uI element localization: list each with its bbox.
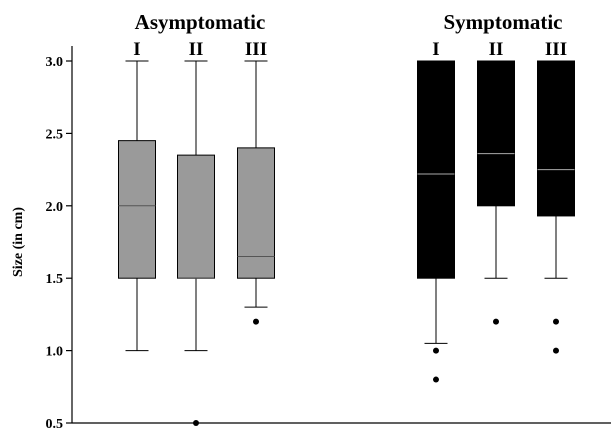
outlier-point xyxy=(553,318,559,325)
y-axis-title: Size (in cm) xyxy=(11,207,26,277)
y-tick-label: 1.0 xyxy=(46,345,64,360)
box xyxy=(417,60,455,279)
group-title: Asymptomatic xyxy=(135,10,266,34)
box xyxy=(118,140,156,279)
outlier-point xyxy=(493,318,499,325)
outlier-point xyxy=(193,420,199,426)
y-tick-label: 3.0 xyxy=(46,55,64,70)
box-label: III xyxy=(545,39,567,60)
box-label: I xyxy=(133,39,140,60)
outlier-point xyxy=(253,318,259,325)
outlier-point xyxy=(553,347,559,354)
box-label: II xyxy=(189,39,204,60)
box xyxy=(237,147,275,279)
y-tick-label: 0.5 xyxy=(46,417,64,431)
box-series xyxy=(118,60,575,426)
box-label: II xyxy=(489,39,504,60)
box xyxy=(537,60,575,217)
outlier-point xyxy=(433,376,439,383)
y-tick-label: 1.5 xyxy=(46,272,64,287)
box xyxy=(177,154,215,279)
box-label: I xyxy=(432,39,439,60)
group-title: Symptomatic xyxy=(444,10,563,34)
box-label: III xyxy=(245,39,267,60)
y-tick-label: 2.0 xyxy=(46,200,64,215)
outlier-point xyxy=(433,347,439,354)
axes: 0.5 1.0 1.5 2.0 2.5 3.0 Size (in cm) xyxy=(11,46,611,431)
box xyxy=(477,60,515,207)
y-tick-label: 2.5 xyxy=(46,127,64,142)
